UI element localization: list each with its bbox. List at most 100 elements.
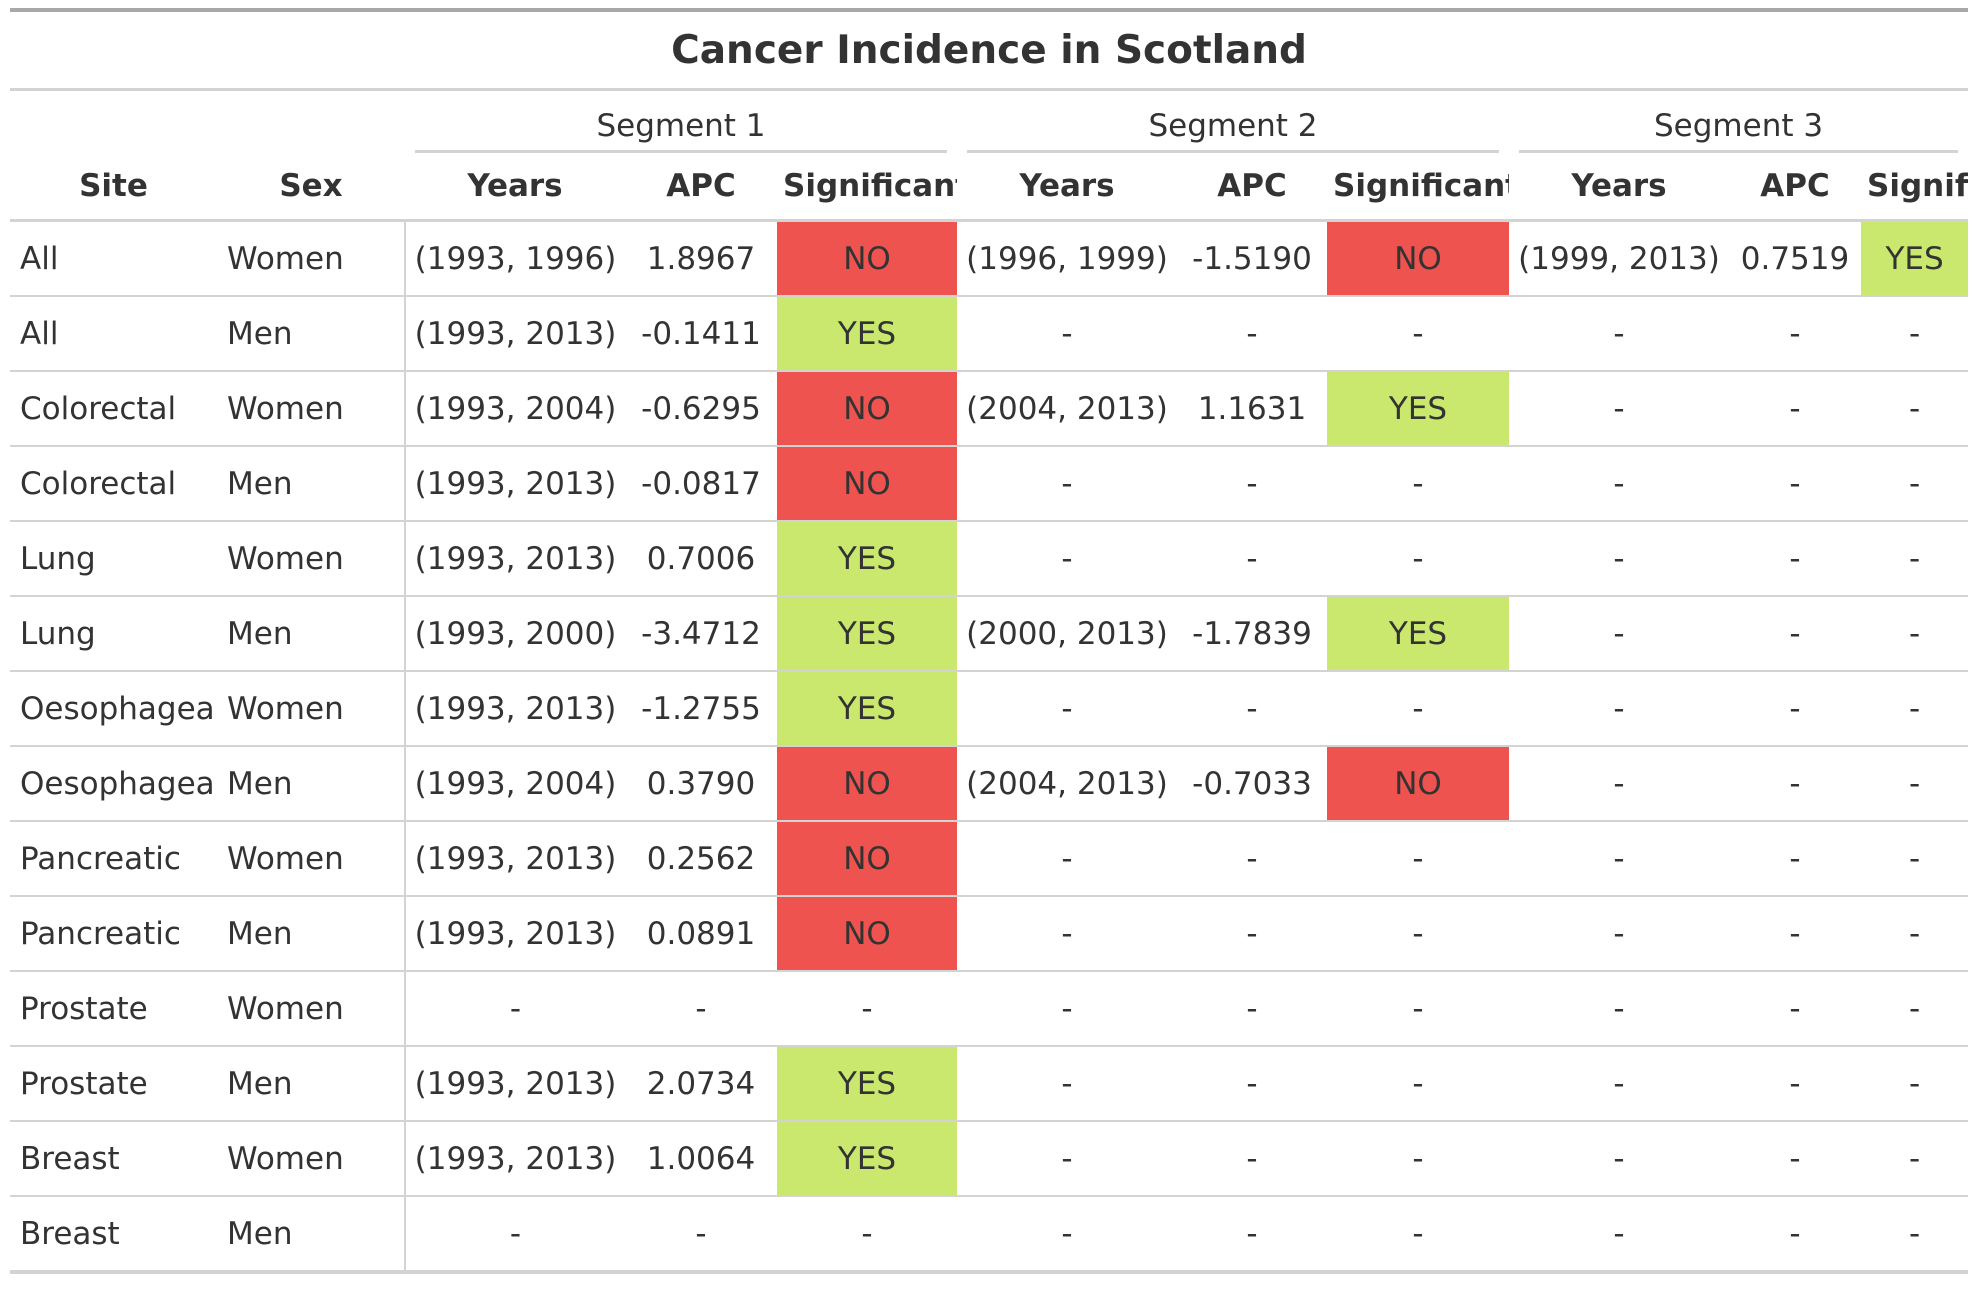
years-cell: - bbox=[1509, 671, 1729, 747]
years-cell: - bbox=[957, 1121, 1177, 1197]
apc-cell: -0.0817 bbox=[625, 446, 777, 522]
years-cell: (1993, 2000) bbox=[405, 596, 625, 672]
years-cell: - bbox=[1509, 446, 1729, 522]
years-cell: (1993, 2013) bbox=[405, 296, 625, 372]
significant-cell: - bbox=[1861, 596, 1969, 672]
column-header-years: Years bbox=[405, 153, 625, 222]
apc-cell: - bbox=[1177, 521, 1327, 597]
apc-cell: - bbox=[1729, 446, 1861, 522]
apc-cell: 2.0734 bbox=[625, 1046, 777, 1122]
years-cell: - bbox=[957, 521, 1177, 597]
apc-cell: 1.1631 bbox=[1177, 371, 1327, 447]
apc-cell: - bbox=[625, 971, 777, 1047]
years-cell: - bbox=[405, 971, 625, 1047]
apc-cell: - bbox=[1177, 446, 1327, 522]
years-cell: (1993, 2004) bbox=[405, 746, 625, 822]
years-cell: - bbox=[1509, 896, 1729, 972]
apc-cell: 0.3790 bbox=[625, 746, 777, 822]
years-cell: - bbox=[1509, 971, 1729, 1047]
apc-cell: -1.2755 bbox=[625, 671, 777, 747]
significant-cell: YES bbox=[777, 1121, 957, 1197]
sex-cell: Women bbox=[217, 971, 406, 1047]
significant-cell: NO bbox=[777, 821, 957, 897]
years-cell: - bbox=[1509, 746, 1729, 822]
site-cell: Oesophageal bbox=[10, 671, 217, 747]
significant-cell: - bbox=[1861, 746, 1969, 822]
column-header-sex: Sex bbox=[217, 153, 405, 222]
sex-cell: Women bbox=[217, 371, 406, 447]
site-cell: Colorectal bbox=[10, 446, 217, 522]
years-cell: - bbox=[1509, 1196, 1729, 1274]
years-cell: (1993, 2004) bbox=[405, 371, 625, 447]
site-cell: Prostate bbox=[10, 971, 217, 1047]
years-cell: (1996, 1999) bbox=[957, 220, 1177, 297]
years-cell: (1993, 2013) bbox=[405, 1046, 625, 1122]
apc-cell: - bbox=[1729, 1196, 1861, 1274]
site-cell: Pancreatic bbox=[10, 896, 217, 972]
years-cell: (1993, 2013) bbox=[405, 896, 625, 972]
apc-cell: - bbox=[1729, 821, 1861, 897]
apc-cell: - bbox=[625, 1196, 777, 1274]
years-cell: (1993, 2013) bbox=[405, 521, 625, 597]
sex-cell: Men bbox=[217, 596, 406, 672]
years-cell: - bbox=[1509, 296, 1729, 372]
significant-cell: - bbox=[1861, 1046, 1969, 1122]
years-cell: (1993, 2013) bbox=[405, 446, 625, 522]
sex-cell: Women bbox=[217, 220, 406, 297]
column-header-apc: APC bbox=[625, 153, 777, 222]
years-cell: - bbox=[1509, 821, 1729, 897]
significant-cell: - bbox=[1327, 896, 1509, 972]
apc-cell: - bbox=[1177, 1196, 1327, 1274]
years-cell: - bbox=[957, 821, 1177, 897]
significant-cell: - bbox=[1327, 1046, 1509, 1122]
significant-cell: - bbox=[1327, 821, 1509, 897]
years-cell: - bbox=[957, 296, 1177, 372]
apc-cell: - bbox=[1729, 1046, 1861, 1122]
apc-cell: -1.5190 bbox=[1177, 220, 1327, 297]
apc-cell: - bbox=[1729, 596, 1861, 672]
apc-cell: 0.2562 bbox=[625, 821, 777, 897]
apc-cell: - bbox=[1729, 746, 1861, 822]
significant-cell: NO bbox=[1327, 220, 1509, 297]
apc-cell: -0.1411 bbox=[625, 296, 777, 372]
significant-cell: NO bbox=[777, 746, 957, 822]
column-header-significant: Significant bbox=[777, 153, 957, 222]
significant-cell: YES bbox=[777, 1046, 957, 1122]
site-cell: Prostate bbox=[10, 1046, 217, 1122]
significant-cell: YES bbox=[1327, 371, 1509, 447]
years-cell: - bbox=[957, 671, 1177, 747]
significant-cell: - bbox=[777, 1196, 957, 1274]
significant-cell: YES bbox=[777, 671, 957, 747]
sex-cell: Men bbox=[217, 1046, 406, 1122]
apc-cell: 0.0891 bbox=[625, 896, 777, 972]
years-cell: - bbox=[957, 1046, 1177, 1122]
significant-cell: YES bbox=[777, 596, 957, 672]
sex-cell: Men bbox=[217, 1196, 406, 1274]
significant-cell: - bbox=[1861, 671, 1969, 747]
site-cell: Lung bbox=[10, 596, 217, 672]
table-row: Oesophageal Men (1993, 2004) 0.3790 NO (2004,… bbox=[10, 746, 1969, 822]
sex-cell: Men bbox=[217, 446, 406, 522]
significant-cell: NO bbox=[777, 896, 957, 972]
apc-cell: 0.7006 bbox=[625, 521, 777, 597]
column-header-years: Years bbox=[957, 153, 1177, 222]
site-cell: Breast bbox=[10, 1121, 217, 1197]
years-cell: (1999, 2013) bbox=[1509, 220, 1729, 297]
table-row: Lung Men (1993, 2000) -3.4712 YES (2000, 2013… bbox=[10, 596, 1969, 672]
sex-cell: Men bbox=[217, 746, 406, 822]
apc-cell: -1.7839 bbox=[1177, 596, 1327, 672]
years-cell: - bbox=[1509, 521, 1729, 597]
apc-cell: - bbox=[1729, 1121, 1861, 1197]
cancer-incidence-table: Cancer Incidence in Scotland Segment 1 S… bbox=[10, 12, 1969, 1274]
years-cell: (2004, 2013) bbox=[957, 746, 1177, 822]
table-title: Cancer Incidence in Scotland bbox=[10, 12, 1969, 91]
column-header-years: Years bbox=[1509, 153, 1729, 222]
sex-cell: Women bbox=[217, 821, 406, 897]
table-row: Breast Women (1993, 2013) 1.0064 YES - - - - - - bbox=[10, 1121, 1969, 1197]
years-cell: - bbox=[1509, 1121, 1729, 1197]
apc-cell: 1.0064 bbox=[625, 1121, 777, 1197]
years-cell: - bbox=[1509, 596, 1729, 672]
years-cell: - bbox=[957, 896, 1177, 972]
spanner-segment-2: Segment 2 bbox=[957, 90, 1509, 153]
table-row: Pancreatic Women (1993, 2013) 0.2562 NO - - - - -… bbox=[10, 821, 1969, 897]
